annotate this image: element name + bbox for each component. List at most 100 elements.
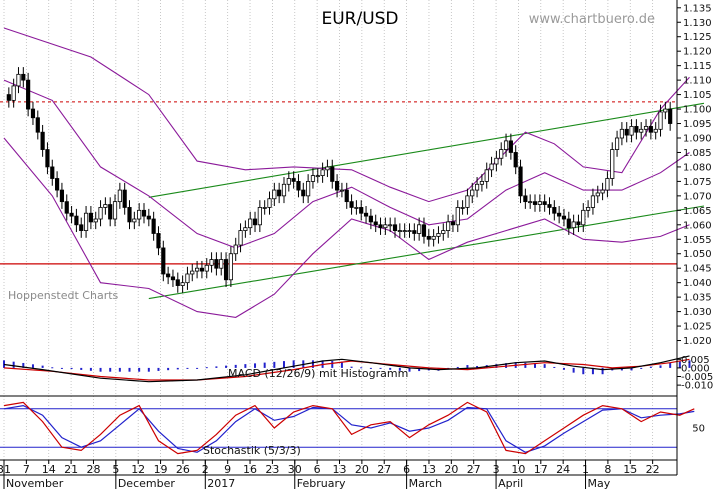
candle-body [325, 166, 330, 171]
candle-body [441, 230, 446, 234]
price-tick-label: 1.090 [683, 133, 712, 144]
macd-histogram-bar [640, 367, 643, 369]
date-tick-label: 13 [422, 463, 436, 476]
date-tick-label: 26 [176, 463, 190, 476]
candle-body [272, 189, 277, 200]
candle-body [431, 235, 436, 240]
candle-body [576, 221, 581, 226]
candle-body [586, 207, 591, 211]
candle-body [228, 253, 233, 281]
candle-body [330, 166, 335, 182]
candle-body [624, 128, 629, 136]
macd-histogram-bar [244, 364, 247, 368]
candle-body [190, 270, 195, 275]
macd-histogram-bar [659, 365, 662, 368]
candle-body [518, 166, 523, 197]
macd-histogram-bar [3, 360, 5, 368]
candle-body [161, 247, 166, 275]
candle-body [658, 111, 663, 130]
macd-label: MACD (12/26/9) mit Histogramm [228, 367, 408, 380]
candle-body [209, 259, 214, 266]
macd-histogram-bar [215, 366, 218, 368]
price-tick-label: 1.080 [683, 162, 712, 173]
macd-histogram-bar [273, 361, 276, 368]
candle-body [643, 126, 649, 130]
candle-body [532, 201, 538, 205]
date-tick-label: 28 [86, 463, 100, 476]
price-tick-label: 1.105 [683, 90, 712, 101]
candle-body [243, 227, 248, 231]
candle-body [479, 180, 484, 185]
macd-histogram-bar [263, 362, 266, 368]
price-tick-label: 1.035 [683, 293, 712, 304]
source-label: Hoppenstedt Charts [8, 289, 119, 302]
candle-body [55, 178, 60, 191]
date-tick-label: 12 [131, 463, 145, 476]
candle-body [204, 264, 209, 272]
candle-body [6, 94, 11, 101]
candle-body [141, 209, 147, 217]
candle-body [460, 207, 465, 209]
macd-histogram-bar [31, 364, 34, 368]
candle-body [79, 224, 84, 231]
macd-histogram-bar [649, 366, 652, 368]
candle-body [127, 207, 132, 223]
candle-body [610, 149, 615, 179]
macd-histogram-bar [147, 367, 150, 372]
candle-body [407, 230, 412, 232]
candle-body [523, 195, 528, 203]
macd-histogram-bar [292, 360, 295, 368]
date-tick-label: 23 [265, 463, 279, 476]
candle-body [648, 126, 653, 133]
candle-body [426, 235, 431, 240]
candle-body [513, 152, 518, 168]
macd-histogram-bar [12, 361, 15, 368]
macd-histogram-bar [369, 367, 372, 369]
macd-histogram-bar [196, 367, 199, 369]
candle-body [450, 221, 456, 226]
candle-body [233, 244, 238, 255]
candle-body [634, 126, 639, 133]
candle-body [639, 128, 644, 133]
macd-histogram-bar [360, 367, 363, 369]
macd-line [3, 355, 690, 383]
month-label: May [588, 477, 611, 490]
candle-body [151, 218, 156, 234]
candle-body [503, 140, 509, 150]
candle-body [98, 207, 103, 220]
candle-body [195, 267, 200, 272]
price-tick-label: 1.070 [683, 191, 712, 202]
macd-histogram-bar [118, 367, 121, 372]
candle-body [30, 108, 36, 119]
stochastic-tick-label: 50 [692, 424, 705, 435]
chart-title: EUR/USD [321, 9, 398, 29]
date-tick-label: 16 [243, 463, 257, 476]
candle-body [137, 209, 142, 220]
macd-histogram-bar [630, 367, 633, 371]
macd-histogram-bar [456, 366, 459, 368]
date-tick-label: 10 [511, 463, 525, 476]
price-tick-label: 1.075 [683, 177, 712, 188]
candle-body [320, 169, 325, 177]
price-tick-label: 1.065 [683, 206, 712, 217]
candle-body [397, 230, 402, 232]
macd-histogram-bar [340, 361, 343, 368]
trend-channel-upper [148, 102, 705, 198]
candle-body [238, 230, 243, 246]
macd-histogram-bar [22, 362, 25, 368]
month-label: November [6, 477, 64, 490]
candle-body [306, 180, 311, 197]
date-tick-label: 9 [224, 463, 231, 476]
candle-body [267, 198, 272, 208]
price-tick-label: 1.055 [683, 235, 712, 246]
candle-body [499, 149, 504, 159]
candle-body [50, 166, 55, 179]
macd-histogram-bar [495, 364, 498, 368]
price-tick-label: 1.135 [683, 3, 712, 14]
candle-body [421, 224, 427, 237]
macd-histogram-bar [553, 366, 556, 368]
candle-body [108, 204, 113, 220]
candle-body [508, 140, 513, 153]
price-tick-label: 1.125 [683, 32, 712, 43]
